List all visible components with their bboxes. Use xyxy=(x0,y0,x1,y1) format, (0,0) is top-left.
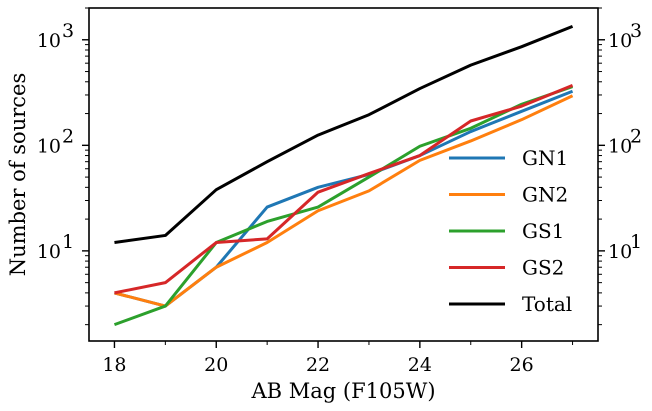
legend-item-gn2: GN2 xyxy=(449,183,568,207)
x-tick-label: 26 xyxy=(510,354,534,376)
data-point xyxy=(316,205,321,210)
y-tick-exponent-right: 3 xyxy=(630,20,642,42)
data-point xyxy=(468,126,473,131)
data-point xyxy=(468,138,473,143)
x-tick-label: 20 xyxy=(204,354,228,376)
series-total xyxy=(112,24,575,245)
x-tick-label: 18 xyxy=(102,354,126,376)
data-point xyxy=(265,159,270,164)
data-point xyxy=(163,233,168,238)
series-line-gs1 xyxy=(113,85,574,327)
data-point xyxy=(214,187,219,192)
x-axis-title: AB Mag (F105W) xyxy=(250,379,435,403)
data-point xyxy=(214,265,219,270)
data-point xyxy=(112,322,117,327)
plot-frame xyxy=(88,7,599,342)
data-point xyxy=(316,190,321,195)
series-gs2 xyxy=(112,83,575,295)
legend-label: GS2 xyxy=(522,256,564,280)
data-point xyxy=(468,119,473,124)
legend-label: GN1 xyxy=(522,146,568,170)
data-point xyxy=(417,158,422,163)
data-point xyxy=(265,219,270,224)
data-point xyxy=(468,63,473,68)
legend-label: GS1 xyxy=(522,219,564,243)
data-point xyxy=(570,89,575,94)
series-gn1 xyxy=(114,89,575,308)
data-point xyxy=(163,304,168,309)
y-axis-title: Number of sources xyxy=(6,73,30,276)
data-point xyxy=(519,44,524,49)
data-point xyxy=(366,112,371,117)
data-point xyxy=(570,93,575,98)
data-point xyxy=(366,188,371,193)
data-point xyxy=(570,24,575,29)
x-tick-label: 24 xyxy=(408,354,432,376)
series-layer xyxy=(112,24,575,327)
legend-label: Total xyxy=(522,292,572,316)
data-point xyxy=(316,133,321,138)
data-point xyxy=(519,104,524,109)
data-point xyxy=(519,109,524,114)
data-point xyxy=(519,117,524,122)
data-point xyxy=(570,83,575,88)
x-tick-label: 22 xyxy=(306,354,330,376)
data-point xyxy=(163,280,168,285)
plot-border xyxy=(88,7,599,342)
y-tick-label-left: 10 xyxy=(37,30,61,52)
data-point xyxy=(316,185,321,190)
y-tick-exponent-right: 2 xyxy=(630,125,642,147)
legend-item-gn1: GN1 xyxy=(449,146,568,170)
y-tick-exponent-right: 1 xyxy=(630,231,642,253)
y-tick-exponent-left: 2 xyxy=(62,125,74,147)
y-tick-label-right: 10 xyxy=(608,241,632,263)
legend-label: GN2 xyxy=(522,183,568,207)
data-point xyxy=(112,240,117,245)
data-point xyxy=(417,86,422,91)
y-tick-exponent-left: 1 xyxy=(62,231,74,253)
legend-item-gs2: GS2 xyxy=(449,256,564,280)
data-point xyxy=(265,205,270,210)
y-tick-label-right: 10 xyxy=(608,135,632,157)
y-tick-exponent-left: 3 xyxy=(62,20,74,42)
y-tick-label-right: 10 xyxy=(608,30,632,52)
series-gn2 xyxy=(114,93,575,308)
y-tick-label-left: 10 xyxy=(37,135,61,157)
series-line-gn2 xyxy=(114,94,574,308)
data-point xyxy=(417,153,422,158)
data-point xyxy=(214,240,219,245)
legend-item-gs1: GS1 xyxy=(449,219,564,243)
data-point xyxy=(366,171,371,176)
data-point xyxy=(112,290,117,295)
y-tick-label-left: 10 xyxy=(37,241,61,263)
data-point xyxy=(417,144,422,149)
data-point xyxy=(265,236,270,241)
series-line-total xyxy=(114,24,574,245)
series-line-gs2 xyxy=(114,83,574,295)
series-gs1 xyxy=(112,85,574,327)
legend: GN1 GN2 GS1 GS2 Total xyxy=(449,146,572,316)
legend-item-total: Total xyxy=(449,292,572,316)
